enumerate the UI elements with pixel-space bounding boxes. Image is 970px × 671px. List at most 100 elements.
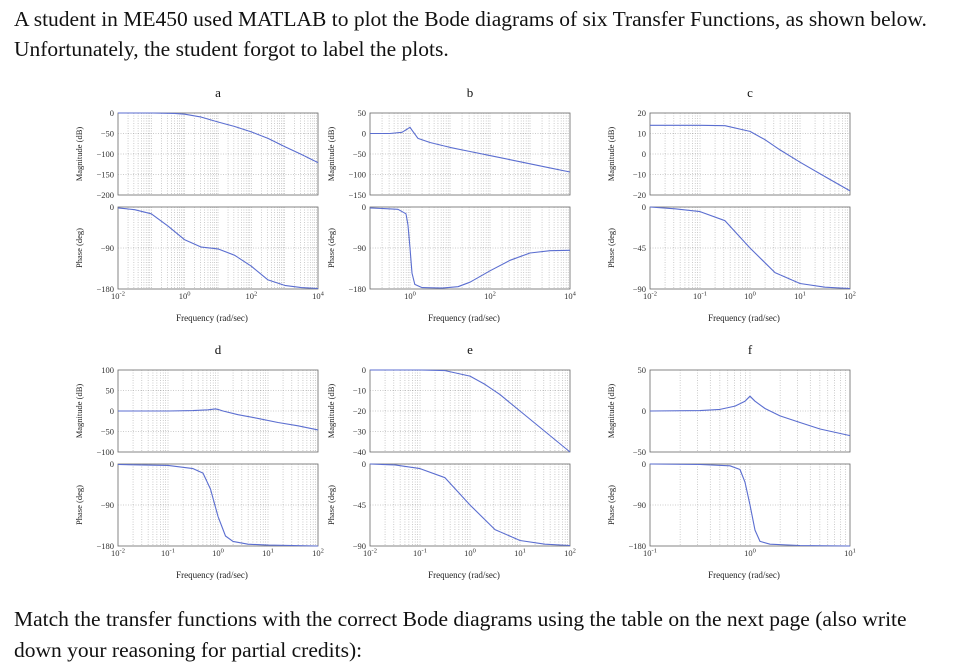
plot-c-magnitude-ytick-label: −10: [633, 170, 646, 180]
plot-b-xtick-label: 104: [564, 291, 577, 302]
plot-c-phase-ytick-label: 0: [642, 202, 646, 212]
plot-e-phase-ylabel: Phase (deg): [326, 485, 336, 525]
plot-c-magnitude-curve: [650, 124, 851, 192]
plot-f-phase-ytick-label: 0: [642, 459, 646, 469]
plot-f-magnitude-ytick-label: 50: [638, 365, 647, 375]
plot-c-magnitude-ytick-label: −20: [633, 190, 646, 200]
plot-c-xtick-label: 101: [794, 291, 806, 302]
plot-c-phase-ytick-label: −45: [633, 243, 646, 253]
plot-b-phase-ylabel: Phase (deg): [326, 228, 336, 268]
plot-d-phase-ylabel: Phase (deg): [74, 485, 84, 525]
plot-a-phase-ytick-label: −90: [101, 243, 114, 253]
plot-a-magnitude-ytick-label: −100: [96, 149, 114, 159]
plot-b-magnitude-ytick-label: −100: [348, 170, 366, 180]
plot-a-title: a: [215, 85, 221, 100]
plot-f-xlabel: Frequency (rad/sec): [708, 570, 780, 580]
plot-f-phase-curve: [649, 463, 851, 547]
plot-d-magnitude-ytick-label: −100: [96, 447, 114, 457]
plot-d-magnitude-ytick-label: −50: [101, 427, 114, 437]
plot-f-xtick-label: 101: [844, 548, 856, 559]
plot-c-phase-ylabel: Phase (deg): [606, 228, 616, 268]
plot-d-phase-curve: [117, 463, 319, 547]
plot-b-magnitude-ytick-label: 50: [358, 108, 367, 118]
plot-a-phase-ytick-label: −180: [96, 284, 114, 294]
plot-e-magnitude-ytick-label: −10: [353, 386, 366, 396]
plot-e-xtick-label: 10-1: [413, 548, 427, 559]
plot-a-xtick-label: 100: [179, 291, 191, 302]
plot-a-xlabel: Frequency (rad/sec): [176, 313, 248, 323]
plot-e-xtick-label: 102: [564, 548, 576, 559]
plot-e-xtick-label: 101: [514, 548, 526, 559]
plot-e-phase-curve: [369, 463, 571, 547]
plot-d-magnitude-ytick-label: 100: [101, 365, 114, 375]
plot-e-phase-ytick-label: −90: [353, 541, 366, 551]
plot-c-xlabel: Frequency (rad/sec): [708, 313, 780, 323]
plot-b-magnitude-ytick-label: −150: [348, 190, 366, 200]
plot-e-xlabel: Frequency (rad/sec): [428, 570, 500, 580]
plot-d-phase-ytick-label: −180: [96, 541, 114, 551]
plot-d-phase-ytick-label: −90: [101, 500, 114, 510]
plot-c-magnitude-ylabel: Magnitude (dB): [606, 127, 616, 182]
plot-e-magnitude-ylabel: Magnitude (dB): [326, 384, 336, 439]
plot-f-xtick-label: 100: [744, 548, 756, 559]
plot-e-magnitude-ytick-label: −20: [353, 406, 366, 416]
plot-a-phase-curve: [117, 207, 319, 290]
plot-c-xtick-label: 10-2: [643, 291, 657, 302]
plot-f-magnitude-ylabel: Magnitude (dB): [606, 384, 616, 439]
plot-f-magnitude-curve: [649, 395, 851, 437]
plot-e-magnitude-curve: [370, 369, 571, 453]
plot-e-phase-ytick-label: −45: [353, 500, 366, 510]
plot-f-phase-ytick-label: −180: [628, 541, 646, 551]
problem-intro: A student in ME450 used MATLAB to plot t…: [14, 7, 927, 61]
plot-e-magnitude-ytick-label: −40: [353, 447, 366, 457]
plot-b-phase-ytick-label: −90: [353, 243, 366, 253]
plot-a-magnitude-ytick-label: −200: [96, 190, 114, 200]
plot-c-xtick-label: 102: [844, 291, 856, 302]
plot-c-magnitude-ytick-label: 20: [638, 108, 647, 118]
plot-c-phase-curve: [649, 206, 851, 290]
plot-b-magnitude-curve: [370, 126, 571, 173]
plot-d-xlabel: Frequency (rad/sec): [176, 570, 248, 580]
bode-plot-e: e 0 −10 −20 −30 −40 Magnitude (dB) 0 −45 −90 Phase…: [326, 342, 576, 580]
problem-instructions: Match the transfer functions with the co…: [14, 607, 907, 662]
plot-f-phase-ytick-label: −90: [633, 500, 646, 510]
plot-d-magnitude-curve: [118, 408, 319, 431]
plot-c-xtick-label: 100: [744, 291, 756, 302]
plot-a-xtick-label: 10-2: [111, 291, 125, 302]
plot-c-magnitude-ytick-label: 0: [642, 149, 646, 159]
bode-plot-d: d 100 50 0 −50 −100 Magnitude (dB) 0 −90 −180 Phas…: [74, 342, 324, 580]
bode-plot-a: a 0 −50 −100 −150 −200 Magnitude (dB) 0 −90 −180 P…: [74, 85, 325, 323]
plot-d-magnitude-ytick-label: 50: [106, 386, 115, 396]
plot-e-magnitude-ytick-label: −30: [353, 427, 366, 437]
plot-b-magnitude-ytick-label: 0: [362, 129, 366, 139]
plot-d-magnitude-ytick-label: 0: [110, 406, 114, 416]
plot-a-magnitude-ytick-label: 0: [110, 108, 114, 118]
plot-f-phase-ylabel: Phase (deg): [606, 485, 616, 525]
plot-d-xtick-label: 102: [312, 548, 324, 559]
plot-e-xtick-label: 10-2: [363, 548, 377, 559]
plot-d-xtick-label: 101: [262, 548, 274, 559]
plot-f-magnitude-ytick-label: −50: [633, 447, 646, 457]
plot-c-xtick-label: 10-1: [693, 291, 707, 302]
plot-b-xtick-label: 100: [404, 291, 416, 302]
plot-a-magnitude-ytick-label: −150: [96, 170, 114, 180]
plot-c-magnitude-ytick-label: 10: [638, 129, 647, 139]
plot-d-phase-ytick-label: 0: [110, 459, 114, 469]
plot-b-phase-curve: [369, 207, 571, 289]
plot-b-xtick-label: 102: [484, 291, 496, 302]
plot-f-title: f: [748, 342, 753, 357]
plot-a-xtick-label: 104: [312, 291, 325, 302]
plot-d-magnitude-ylabel: Magnitude (dB): [74, 384, 84, 439]
plot-e-title: e: [467, 342, 473, 357]
plot-a-xtick-label: 102: [245, 291, 257, 302]
plot-a-magnitude-ytick-label: −50: [101, 129, 114, 139]
bode-plot-b: b 50 0 −50 −100 −150 Magnitude (dB) 0 −90 −180 Pha…: [326, 85, 577, 323]
plot-b-phase-ytick-label: −180: [348, 284, 366, 294]
plot-b-title: b: [467, 85, 474, 100]
plot-a-magnitude-curve: [118, 112, 319, 164]
plot-d-xtick-label: 10-1: [161, 548, 175, 559]
plot-c-title: c: [747, 85, 753, 100]
plot-d-xtick-label: 10-2: [111, 548, 125, 559]
